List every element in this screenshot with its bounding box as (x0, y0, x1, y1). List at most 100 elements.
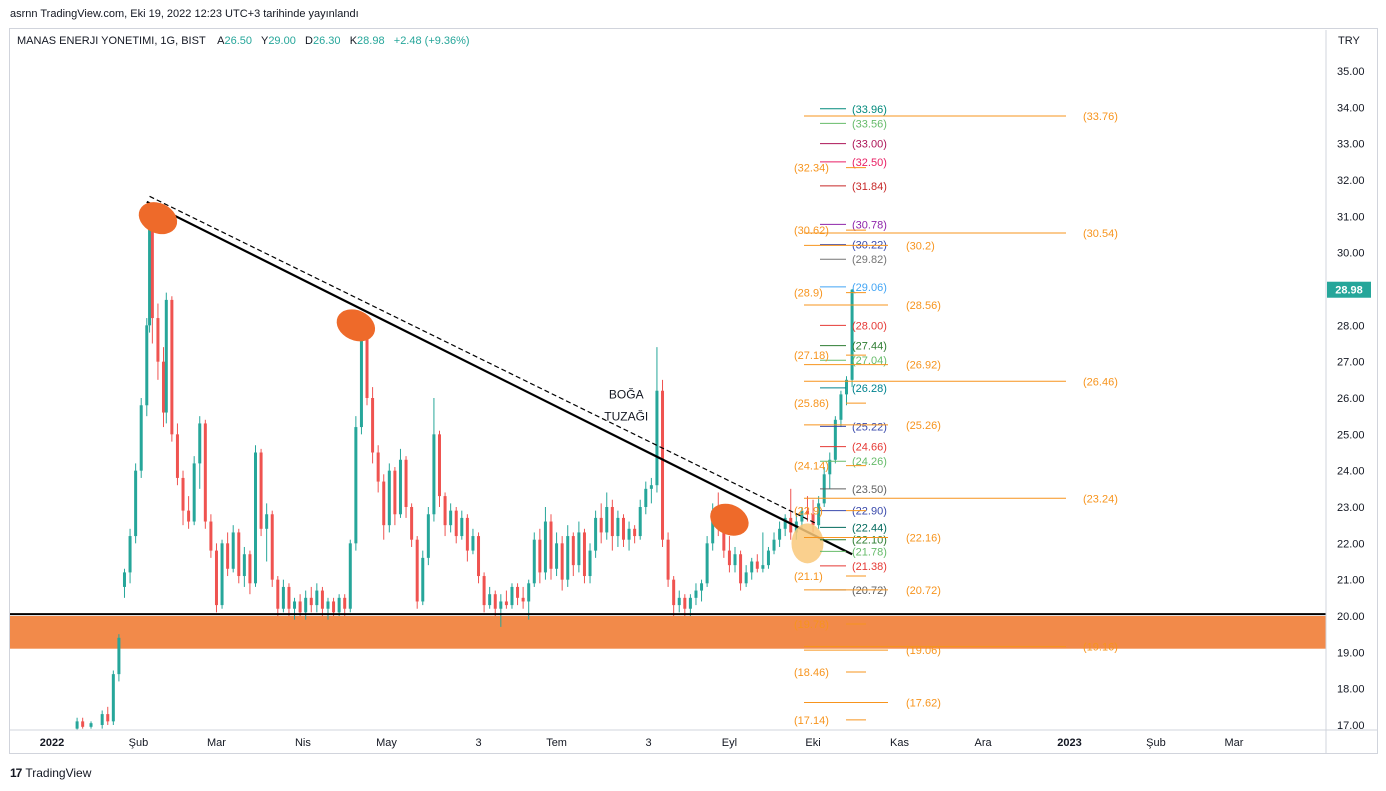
candle-body (543, 521, 547, 573)
level-label: (22.16) (906, 533, 941, 545)
level-label: (26.28) (852, 383, 887, 395)
y-tick-label: 22.00 (1337, 538, 1365, 550)
chart-frame (9, 28, 1378, 754)
x-tick-label: Eyl (722, 737, 737, 749)
candle-body (772, 539, 776, 551)
level-label: (20.72) (852, 585, 887, 597)
candle-body (150, 223, 154, 319)
level-label: (22.10) (852, 535, 887, 547)
candle-body (477, 536, 481, 577)
candles (75, 205, 854, 730)
candle-body (789, 517, 793, 533)
candle-body (521, 597, 525, 602)
candle-body (739, 554, 743, 584)
y-tick-label: 27.00 (1337, 357, 1365, 369)
x-tick-label: Mar (207, 737, 226, 749)
candle-body (761, 565, 765, 569)
candle-body (471, 536, 475, 551)
candle-body (454, 510, 458, 537)
candle-body (705, 543, 709, 584)
candle-body (605, 507, 609, 533)
level-label: (29.82) (852, 254, 887, 266)
candle-body (800, 510, 804, 522)
level-label: (24.14) (794, 461, 829, 473)
candle-body (404, 459, 408, 507)
y-tick-label: 32.00 (1337, 175, 1365, 187)
y-tick-label: 33.00 (1337, 139, 1365, 151)
level-labels: (33.96) (33.56) (33.00) (32.50) (31.84) (30.7… (794, 104, 1118, 727)
candle-body (722, 528, 726, 551)
candle-body (415, 539, 419, 602)
candle-body (850, 289, 854, 380)
candle-body (493, 594, 497, 609)
change-value: +2.48 (+9.36%) (393, 35, 470, 47)
level-label: (32.34) (794, 163, 829, 175)
x-tick-label: 3 (646, 737, 652, 749)
candle-body (293, 601, 297, 609)
candle-body (376, 452, 380, 482)
candle-body (270, 514, 274, 580)
x-tick-label: Kas (890, 737, 909, 749)
candle-body (499, 601, 503, 609)
candle-body (783, 517, 787, 529)
candle-body (504, 601, 508, 606)
candle-body (326, 601, 330, 609)
candle-body (817, 503, 821, 526)
candle-body (421, 557, 425, 602)
level-label: (30.62) (794, 225, 829, 237)
candle-body (382, 481, 386, 526)
level-label: (30.2) (906, 240, 935, 252)
level-label: (33.00) (852, 139, 887, 151)
candle-body (134, 470, 138, 537)
close-value: 28.98 (357, 35, 385, 47)
y-tick-label: 24.00 (1337, 466, 1365, 478)
level-label: (28.9) (794, 288, 823, 300)
candle-body (465, 517, 469, 551)
level-label: (31.84) (852, 181, 887, 193)
candle-body (365, 332, 369, 398)
candle-body (839, 394, 843, 420)
level-label: (30.54) (1083, 228, 1118, 240)
level-label: (33.76) (1083, 111, 1118, 123)
candle-body (100, 714, 104, 725)
candle-body (677, 597, 681, 606)
level-label: (24.66) (852, 442, 887, 454)
annotation-line2: TUZAĞI (604, 409, 648, 424)
resistance-trendline-dashed (149, 195, 817, 524)
level-label: (29.06) (852, 282, 887, 294)
candle-body (755, 561, 759, 569)
touch-marker (710, 503, 749, 536)
candle-body (287, 586, 291, 609)
candle-body (616, 517, 620, 537)
level-label: (21.1) (794, 571, 823, 583)
candle-body (649, 485, 653, 489)
candle-body (538, 539, 542, 573)
level-label: (25.26) (906, 420, 941, 432)
candle-body (259, 452, 263, 529)
candle-body (610, 507, 614, 537)
candle-body (432, 434, 436, 515)
level-label: (21.78) (852, 546, 887, 558)
y-tick-label: 35.00 (1337, 66, 1365, 78)
candle-body (111, 674, 115, 722)
candle-body (733, 554, 737, 566)
y-tick-label: 26.00 (1337, 393, 1365, 405)
candle-body (744, 572, 748, 584)
x-tick-label: Şub (1146, 737, 1166, 749)
candle-body (577, 532, 581, 566)
candle-body (532, 539, 536, 584)
candle-body (555, 543, 559, 569)
candle-body (304, 597, 308, 613)
y-tick-label: 23.00 (1337, 502, 1365, 514)
candle-body (315, 590, 319, 606)
level-label: (33.56) (852, 118, 887, 130)
low-value: 26.30 (312, 35, 341, 47)
candle-body (162, 361, 166, 413)
candle-body (231, 532, 235, 569)
y-tick-label: 17.00 (1337, 720, 1365, 732)
close-label: K (349, 35, 358, 47)
candle-body (237, 532, 241, 577)
candle-body (766, 550, 770, 566)
footer: 17 TradingView (10, 766, 91, 780)
